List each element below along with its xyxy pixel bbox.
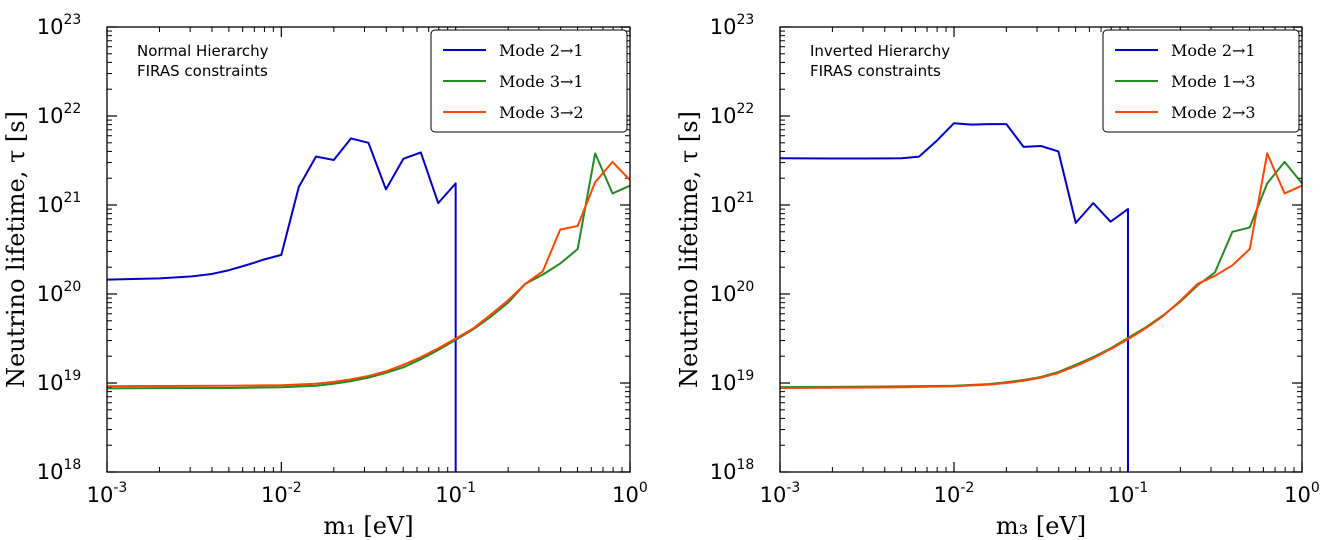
y-axis-label: Neutrino lifetime, τ [s] <box>675 111 703 388</box>
plot-frame <box>779 26 1303 473</box>
tick-exponent: -2 <box>960 480 974 496</box>
tick-exponent: 23 <box>63 12 81 28</box>
series-group <box>107 137 630 472</box>
y-tick-label: 1018 <box>710 457 755 484</box>
tick-exponent: 0 <box>639 480 648 496</box>
y-axis-label: Neutrino lifetime, τ [s] <box>2 111 30 388</box>
tick-base: 10 <box>710 282 737 306</box>
legend-label: Mode 2→1 <box>499 41 584 60</box>
plot-frame <box>106 26 631 473</box>
tick-exponent: 22 <box>736 101 754 117</box>
tick-exponent: -3 <box>786 480 800 496</box>
legend-label: Mode 3→2 <box>499 103 584 122</box>
tick-exponent: 19 <box>736 368 754 384</box>
tick-base: 10 <box>37 15 64 39</box>
tick-base: 10 <box>710 460 737 484</box>
y-tick-label: 1019 <box>37 368 82 395</box>
tick-exponent: 20 <box>736 279 754 295</box>
tick-exponent: -1 <box>1134 480 1148 496</box>
chart-panel-1: 10-3 10-2 10-1 100101810191020102110221023N… <box>2 12 648 540</box>
tick-exponent: 19 <box>63 368 81 384</box>
series-line-3 <box>780 152 1302 389</box>
tick-exponent: 21 <box>63 190 81 206</box>
annotation-line: Normal Hierarchy <box>137 42 269 60</box>
annotation-line: Inverted Hierarchy <box>810 42 950 60</box>
y-tick-label: 1019 <box>710 368 755 395</box>
y-tick-label: 1023 <box>37 12 82 39</box>
series-group <box>780 122 1302 472</box>
tick-exponent: -2 <box>288 480 302 496</box>
series-line-2 <box>780 160 1302 389</box>
tick-base: 10 <box>37 104 64 128</box>
x-axis-label: m₃ [eV] <box>996 512 1086 540</box>
tick-base: 10 <box>37 193 64 217</box>
x-tick-label: 10-1 <box>1108 480 1149 507</box>
x-tick-label: 100 <box>1284 480 1320 507</box>
tick-exponent: 20 <box>63 279 81 295</box>
y-tick-label: 1022 <box>37 101 82 128</box>
tick-exponent: -1 <box>462 480 476 496</box>
y-tick-label: 1020 <box>710 279 755 306</box>
x-axis-label: m₁ [eV] <box>323 512 413 540</box>
tick-exponent: 18 <box>736 457 754 473</box>
legend-label: Mode 1→3 <box>1171 72 1256 91</box>
tick-base: 10 <box>1284 483 1311 507</box>
tick-exponent: -3 <box>113 480 127 496</box>
y-tick-label: 1022 <box>710 101 755 128</box>
y-tick-label: 1021 <box>37 190 82 217</box>
y-tick-label: 1021 <box>710 190 755 217</box>
y-tick-label: 1018 <box>37 457 82 484</box>
tick-base: 10 <box>710 193 737 217</box>
x-tick-label: 10-3 <box>87 480 128 507</box>
tick-base: 10 <box>934 483 961 507</box>
tick-base: 10 <box>261 483 288 507</box>
annotation-line: FIRAS constraints <box>810 62 941 80</box>
legend-box <box>1102 29 1300 133</box>
series-line-2 <box>107 152 630 390</box>
tick-exponent: 23 <box>736 12 754 28</box>
annotation-line: FIRAS constraints <box>137 62 268 80</box>
legend-label: Mode 2→3 <box>1171 103 1256 122</box>
tick-base: 10 <box>710 371 737 395</box>
tick-base: 10 <box>435 483 462 507</box>
tick-exponent: 18 <box>63 457 81 473</box>
chart-panel-2: 10-3 10-2 10-1 100101810191020102110221023I… <box>675 12 1320 540</box>
tick-exponent: 21 <box>736 190 754 206</box>
tick-base: 10 <box>760 483 787 507</box>
tick-base: 10 <box>710 15 737 39</box>
y-tick-label: 1020 <box>37 279 82 306</box>
y-tick-label: 1023 <box>710 12 755 39</box>
x-tick-label: 10-2 <box>934 480 975 507</box>
x-tick-label: 10-2 <box>261 480 302 507</box>
tick-exponent: 0 <box>1311 480 1320 496</box>
tick-base: 10 <box>37 371 64 395</box>
x-tick-label: 10-3 <box>760 480 801 507</box>
x-tick-label: 10-1 <box>435 480 476 507</box>
tick-base: 10 <box>87 483 114 507</box>
tick-base: 10 <box>612 483 639 507</box>
tick-exponent: 22 <box>63 101 81 117</box>
legend-box <box>430 29 628 133</box>
legend-label: Mode 2→1 <box>1171 41 1256 60</box>
x-tick-label: 100 <box>612 480 648 507</box>
legend-label: Mode 3→1 <box>499 72 584 91</box>
series-line-1 <box>780 122 1129 472</box>
tick-base: 10 <box>37 460 64 484</box>
tick-base: 10 <box>1108 483 1135 507</box>
series-line-3 <box>107 160 630 388</box>
tick-base: 10 <box>37 282 64 306</box>
series-line-1 <box>107 137 457 472</box>
tick-base: 10 <box>710 104 737 128</box>
